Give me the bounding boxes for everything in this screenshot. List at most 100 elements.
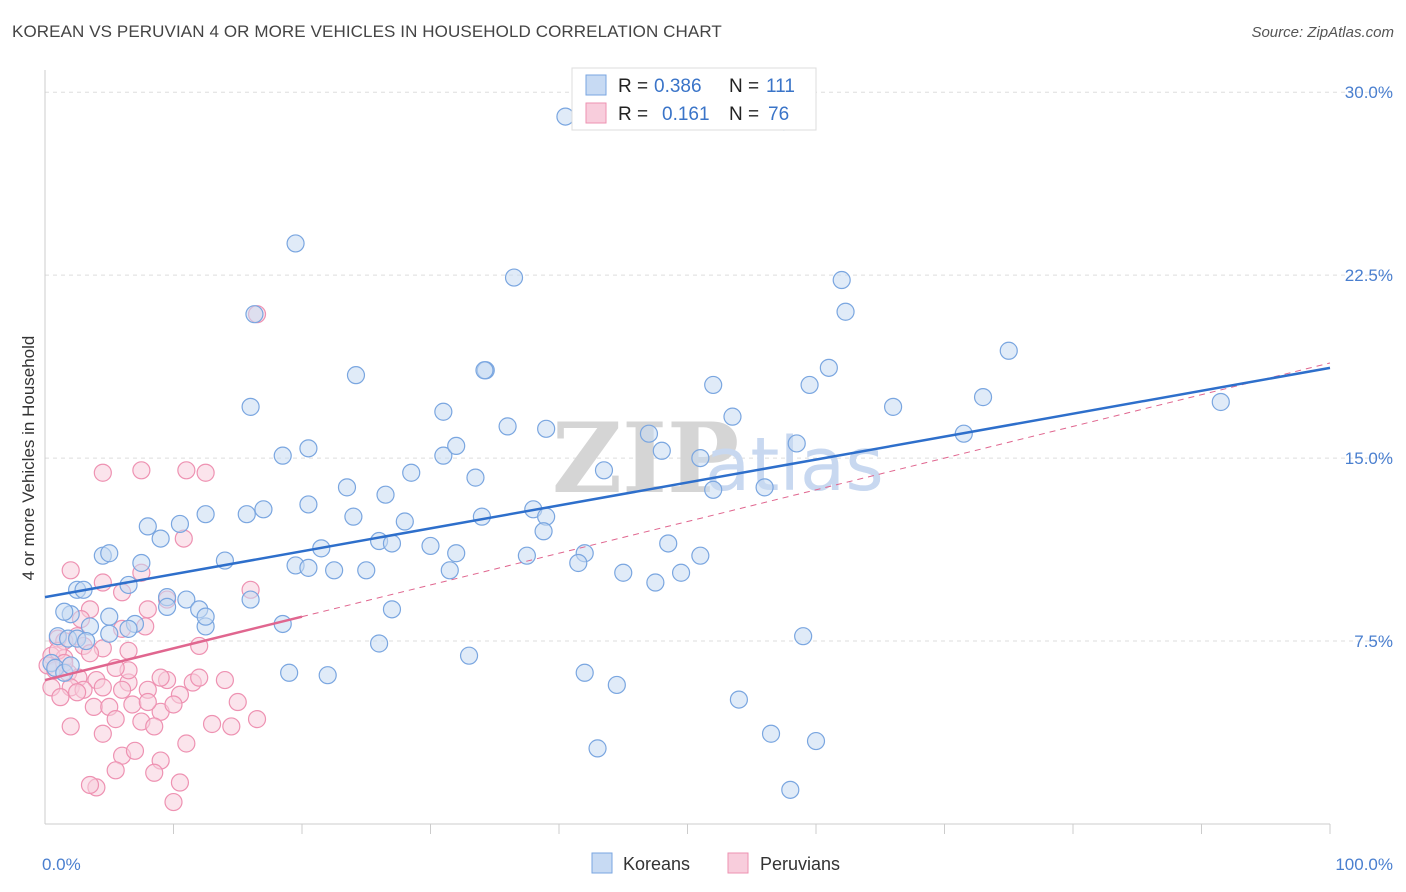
peruvian-point bbox=[93, 463, 112, 482]
korean-point bbox=[787, 434, 806, 453]
korean-point bbox=[704, 480, 723, 499]
legend-n-value-koreans: 111 bbox=[766, 76, 795, 97]
peruvian-point bbox=[202, 714, 222, 734]
korean-point bbox=[357, 561, 376, 580]
x-tick-label-0: 0.0% bbox=[42, 855, 81, 874]
korean-point bbox=[729, 690, 749, 709]
korean-point bbox=[196, 607, 215, 626]
bottom-legend-label-peruvians: Peruvians bbox=[760, 854, 840, 874]
korean-point bbox=[196, 505, 215, 524]
korean-point bbox=[781, 780, 800, 799]
peruvian-point bbox=[112, 680, 132, 699]
korean-point bbox=[447, 544, 466, 563]
peruvian-point bbox=[123, 695, 142, 714]
legend-n-label-peruvians: N = bbox=[729, 104, 759, 125]
korean-point bbox=[177, 590, 196, 609]
peruvian-point bbox=[164, 695, 183, 714]
y-tick-label-0: 7.5% bbox=[1354, 632, 1393, 651]
korean-point bbox=[299, 439, 318, 458]
korean-point bbox=[325, 561, 344, 580]
peruvian-point bbox=[190, 668, 209, 687]
peruvian-point bbox=[177, 734, 196, 753]
legend-r-label-peruvians: R = bbox=[618, 104, 648, 125]
bottom-legend-label-koreans: Koreans bbox=[623, 854, 690, 874]
peruvian-point bbox=[215, 670, 234, 690]
peruvian-point bbox=[93, 724, 112, 743]
korean-point bbox=[241, 590, 260, 609]
korean-point bbox=[607, 675, 626, 695]
korean-point bbox=[475, 361, 494, 380]
legend-n-value-peruvians: 76 bbox=[768, 104, 789, 125]
korean-point bbox=[498, 417, 517, 436]
bottom-legend: Koreans Peruvians bbox=[591, 852, 840, 874]
legend-box bbox=[571, 67, 817, 131]
peruvian-point bbox=[84, 697, 103, 717]
korean-point bbox=[836, 302, 855, 321]
korean-point bbox=[466, 468, 485, 487]
korean-point bbox=[639, 424, 659, 443]
legend-n-label-koreans: N = bbox=[729, 76, 759, 97]
peruvian-point bbox=[61, 717, 80, 736]
korean-point bbox=[447, 436, 466, 456]
peruvian-point bbox=[196, 463, 215, 482]
peruvian-point bbox=[138, 600, 157, 619]
peruvian-point bbox=[247, 710, 267, 729]
korean-point bbox=[119, 619, 138, 638]
korean-point bbox=[999, 341, 1018, 360]
peruvian-point bbox=[222, 717, 241, 736]
korean-point bbox=[504, 268, 524, 287]
peruvian-point bbox=[164, 792, 183, 812]
korean-point bbox=[440, 561, 459, 580]
korean-points bbox=[42, 107, 1230, 799]
korean-point bbox=[376, 485, 395, 504]
korean-point bbox=[575, 663, 594, 682]
peruvian-point bbox=[228, 692, 247, 712]
chart-title: KOREAN VS PERUVIAN 4 OR MORE VEHICLES IN… bbox=[12, 22, 722, 41]
korean-point bbox=[659, 534, 678, 553]
korean-point bbox=[472, 507, 491, 526]
peruvian-point bbox=[68, 683, 87, 702]
korean-point bbox=[761, 724, 781, 743]
korean-point bbox=[646, 573, 665, 592]
korean-point bbox=[588, 739, 607, 758]
korean-point bbox=[100, 607, 119, 626]
korean-point bbox=[832, 270, 851, 290]
peruvian-point bbox=[145, 763, 164, 782]
korean-point bbox=[337, 478, 357, 497]
korean-point bbox=[299, 495, 318, 514]
korean-point bbox=[286, 234, 305, 253]
korean-point bbox=[537, 419, 556, 438]
grid-lines bbox=[45, 91, 1392, 642]
legend-swatch-koreans bbox=[585, 74, 607, 96]
peruvian-point bbox=[80, 775, 100, 795]
korean-point bbox=[1211, 392, 1230, 412]
korean-point bbox=[55, 602, 74, 621]
korean-point bbox=[237, 505, 256, 524]
korean-point bbox=[170, 514, 190, 534]
korean-point bbox=[819, 358, 838, 377]
korean-point bbox=[800, 375, 819, 395]
korean-point bbox=[691, 546, 710, 565]
korean-point bbox=[119, 575, 138, 595]
peruvian-point bbox=[61, 561, 80, 580]
korean-point bbox=[132, 553, 151, 573]
peruvian-trend-extension bbox=[301, 362, 1331, 618]
korean-point bbox=[459, 646, 479, 665]
korean-point bbox=[691, 448, 710, 468]
y-tick-labels: 7.5% 15.0% 22.5% 30.0% bbox=[1345, 83, 1393, 651]
korean-point bbox=[346, 366, 366, 385]
korean-point bbox=[806, 731, 826, 751]
korean-point bbox=[556, 107, 575, 126]
peruvian-trend-line bbox=[44, 615, 303, 682]
korean-point bbox=[241, 397, 260, 416]
korean-point bbox=[594, 461, 614, 480]
korean-point bbox=[723, 407, 742, 426]
korean-point bbox=[434, 402, 453, 421]
korean-point bbox=[421, 536, 440, 556]
legend-r-value-peruvians: 0.161 bbox=[662, 104, 710, 125]
legend: R = 0.386 N = 111 R = 0.161 N = 76 bbox=[571, 67, 817, 131]
x-tick-labels: 0.0% 100.0% bbox=[42, 855, 1393, 874]
korean-point bbox=[151, 529, 170, 548]
korean-point bbox=[402, 463, 421, 482]
